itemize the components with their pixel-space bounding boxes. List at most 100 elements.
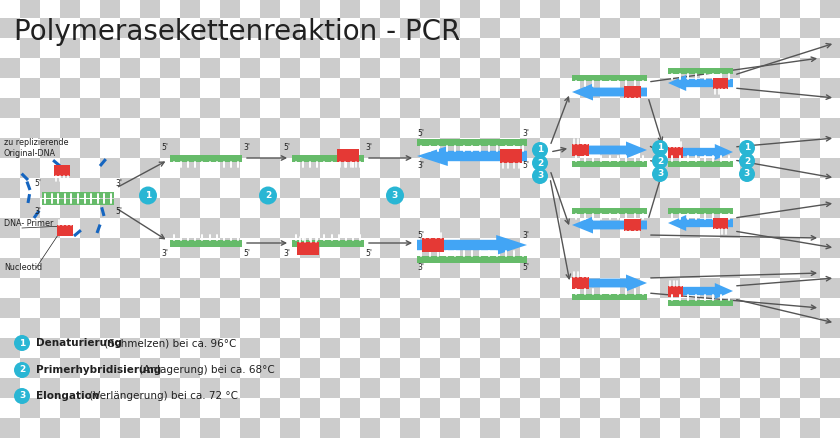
- Bar: [120, 378, 140, 398]
- Bar: [820, 78, 840, 98]
- Bar: [120, 278, 140, 298]
- Bar: [420, 78, 440, 98]
- Bar: [20, 158, 40, 178]
- Bar: [200, 58, 220, 78]
- Bar: [20, 58, 40, 78]
- Bar: [560, 218, 580, 238]
- Bar: [300, 18, 320, 38]
- Bar: [680, 338, 700, 358]
- Bar: [400, 358, 420, 378]
- Bar: [180, 18, 200, 38]
- Bar: [320, 0, 340, 18]
- Bar: [120, 18, 140, 38]
- Bar: [380, 198, 400, 218]
- Bar: [400, 238, 420, 258]
- Bar: [800, 378, 820, 398]
- Bar: [120, 338, 140, 358]
- Bar: [680, 118, 700, 138]
- Bar: [700, 378, 720, 398]
- Bar: [400, 58, 420, 78]
- Bar: [80, 118, 100, 138]
- Bar: [620, 198, 640, 218]
- Bar: [420, 18, 440, 38]
- Polygon shape: [417, 235, 527, 255]
- Bar: [420, 218, 440, 238]
- Bar: [540, 98, 560, 118]
- Bar: [40, 198, 60, 218]
- Bar: [460, 18, 480, 38]
- Bar: [300, 318, 320, 338]
- Bar: [180, 158, 200, 178]
- Bar: [40, 358, 60, 378]
- Bar: [660, 118, 680, 138]
- Bar: [440, 338, 460, 358]
- Bar: [380, 118, 400, 138]
- Bar: [40, 98, 60, 118]
- Bar: [440, 18, 460, 38]
- Bar: [280, 158, 300, 178]
- Bar: [820, 118, 840, 138]
- Bar: [480, 338, 500, 358]
- Bar: [520, 58, 540, 78]
- Text: 3': 3': [417, 160, 424, 170]
- Bar: [180, 378, 200, 398]
- Bar: [520, 218, 540, 238]
- Bar: [0, 138, 20, 158]
- Bar: [560, 118, 580, 138]
- Bar: [300, 218, 320, 238]
- Bar: [0, 418, 20, 438]
- Bar: [280, 318, 300, 338]
- Bar: [140, 118, 160, 138]
- Bar: [480, 18, 500, 38]
- Bar: [200, 278, 220, 298]
- Bar: [760, 158, 780, 178]
- Bar: [60, 18, 80, 38]
- Bar: [580, 78, 600, 98]
- Text: 5': 5': [365, 248, 372, 258]
- Bar: [740, 358, 760, 378]
- Bar: [560, 338, 580, 358]
- Text: 2: 2: [265, 191, 271, 200]
- Bar: [292, 155, 364, 162]
- Bar: [120, 198, 140, 218]
- Bar: [400, 318, 420, 338]
- Bar: [800, 178, 820, 198]
- Bar: [380, 378, 400, 398]
- Bar: [700, 218, 720, 238]
- Bar: [520, 158, 540, 178]
- Bar: [580, 238, 600, 258]
- Bar: [500, 58, 520, 78]
- Bar: [640, 78, 660, 98]
- Bar: [400, 398, 420, 418]
- Bar: [0, 258, 20, 278]
- Bar: [220, 18, 240, 38]
- Bar: [140, 38, 160, 58]
- Bar: [760, 238, 780, 258]
- Bar: [200, 398, 220, 418]
- Bar: [820, 98, 840, 118]
- Bar: [420, 0, 440, 18]
- Bar: [580, 138, 600, 158]
- Bar: [820, 398, 840, 418]
- Bar: [300, 138, 320, 158]
- Bar: [380, 158, 400, 178]
- Bar: [460, 398, 480, 418]
- Bar: [820, 198, 840, 218]
- Bar: [760, 298, 780, 318]
- Bar: [660, 338, 680, 358]
- Bar: [337, 148, 359, 162]
- Bar: [100, 98, 120, 118]
- Bar: [820, 378, 840, 398]
- Bar: [20, 98, 40, 118]
- Text: 3': 3': [417, 262, 424, 272]
- Text: 3: 3: [657, 170, 663, 179]
- Bar: [520, 298, 540, 318]
- Bar: [260, 198, 280, 218]
- Bar: [660, 78, 680, 98]
- Bar: [220, 298, 240, 318]
- Bar: [320, 198, 340, 218]
- Circle shape: [14, 335, 30, 351]
- Bar: [640, 0, 660, 18]
- Bar: [220, 138, 240, 158]
- Bar: [640, 258, 660, 278]
